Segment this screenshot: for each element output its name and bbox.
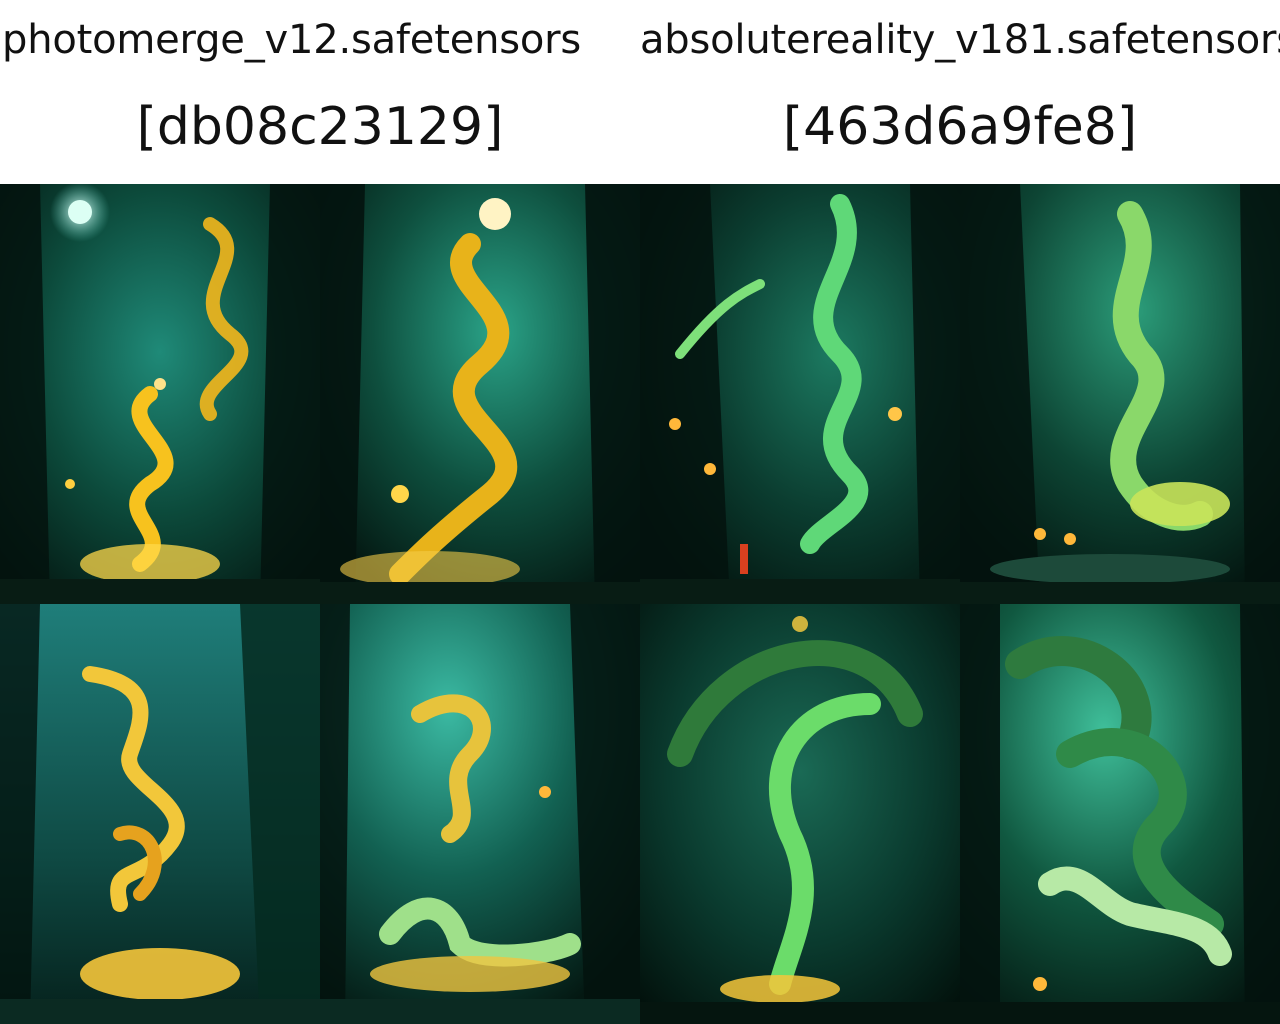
generated-image-golden-dragon-water: [0, 604, 320, 1024]
image-tile: [640, 184, 960, 604]
model-hash-label: [db08c23129]: [136, 97, 504, 157]
model-column-photomerge: photomerge_v12.safetensors [db08c23129]: [0, 0, 640, 184]
generated-image-green-gold-serpent-stream: [960, 184, 1280, 604]
generated-image-green-serpent-lanterns: [640, 184, 960, 604]
generated-image-green-arching-serpent: [640, 604, 960, 1024]
image-tile: [960, 604, 1280, 1024]
generated-image-green-dragon-arch: [960, 604, 1280, 1024]
comparison-header: photomerge_v12.safetensors [db08c23129] …: [0, 0, 1280, 184]
generated-image-golden-dragon-resting: [320, 604, 640, 1024]
image-tile: [320, 604, 640, 1024]
image-tile: [0, 184, 320, 604]
image-tile: [320, 184, 640, 604]
image-grid: [0, 184, 1280, 1024]
model-hash-label: [463d6a9fe8]: [782, 97, 1138, 157]
model-name-label: absolutereality_v181.safetensors: [640, 17, 1280, 63]
image-tile: [640, 604, 960, 1024]
model-column-absolutereality: absolutereality_v181.safetensors [463d6a…: [640, 0, 1280, 184]
image-tile: [0, 604, 320, 1024]
generated-image-golden-serpent-moon: [320, 184, 640, 604]
model-name-label: photomerge_v12.safetensors: [2, 17, 582, 63]
image-tile: [960, 184, 1280, 604]
generated-image-golden-serpent: [0, 184, 320, 604]
